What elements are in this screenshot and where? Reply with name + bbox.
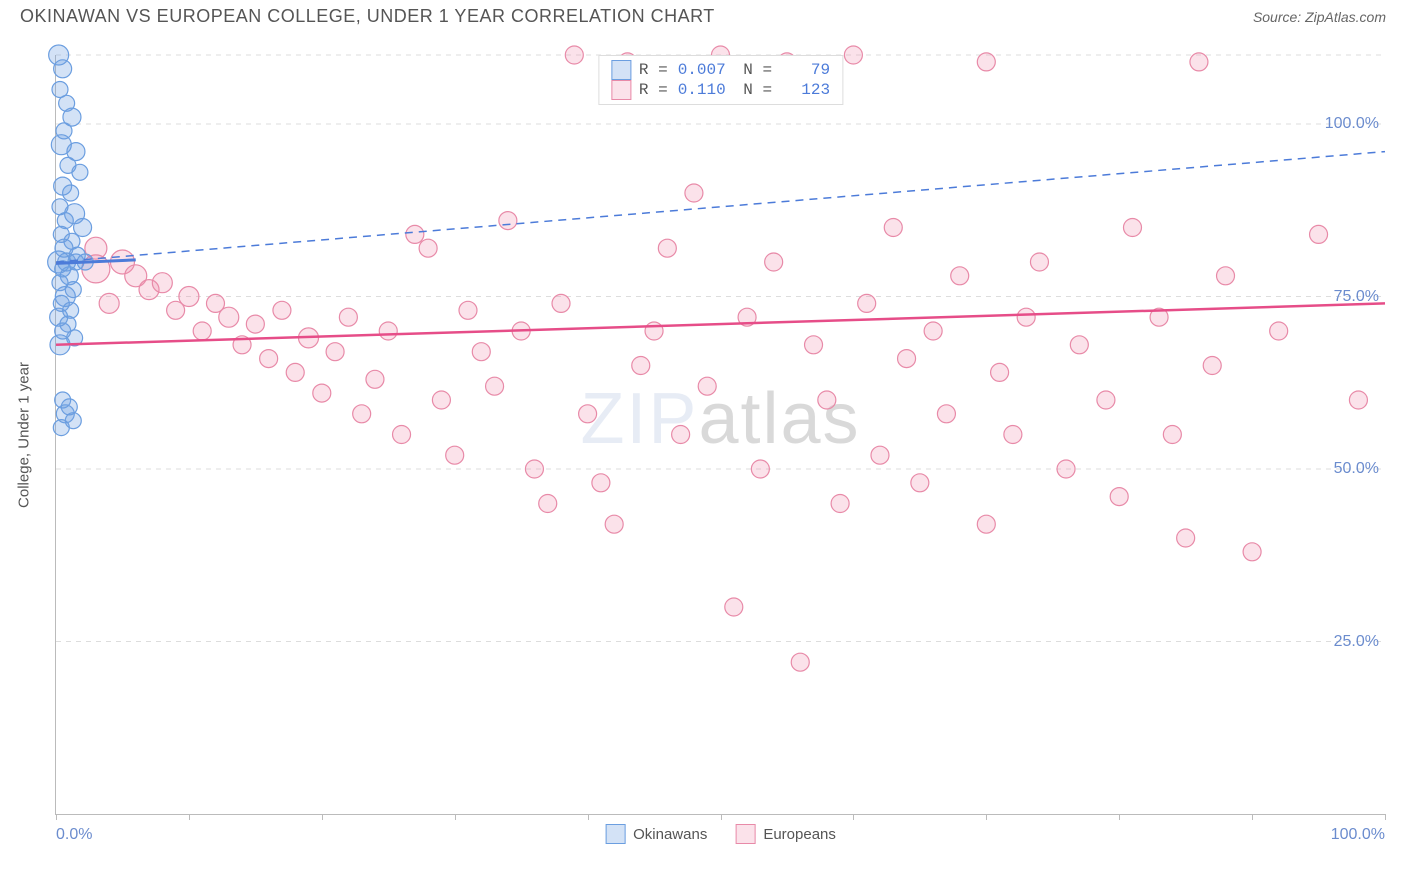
stats-legend: R = 0.007 N = 79 R = 0.110 N = 123 — [598, 55, 843, 105]
y-tick-label: 50.0% — [1334, 460, 1379, 478]
x-tick — [588, 814, 589, 820]
stats-row-europeans: R = 0.110 N = 123 — [611, 80, 830, 100]
n-europeans: 123 — [780, 81, 830, 99]
legend-item-europeans: Europeans — [735, 824, 836, 844]
legend-label-okinawans: Okinawans — [633, 826, 707, 843]
y-axis-title: College, Under 1 year — [16, 362, 33, 508]
x-tick — [721, 814, 722, 820]
y-tick-label: 25.0% — [1334, 633, 1379, 651]
y-tick-label: 75.0% — [1334, 288, 1379, 306]
swatch-okinawans-icon — [611, 60, 631, 80]
x-tick — [1119, 814, 1120, 820]
r-europeans: 0.110 — [676, 81, 726, 99]
x-tick — [455, 814, 456, 820]
series-legend: Okinawans Europeans — [605, 824, 836, 844]
x-tick — [56, 814, 57, 820]
chart-header: OKINAWAN VS EUROPEAN COLLEGE, UNDER 1 YE… — [0, 0, 1406, 27]
legend-item-okinawans: Okinawans — [605, 824, 707, 844]
swatch-okinawans-icon — [605, 824, 625, 844]
scatter-svg — [56, 55, 1385, 814]
x-tick — [322, 814, 323, 820]
x-tick — [853, 814, 854, 820]
x-tick — [189, 814, 190, 820]
swatch-europeans-icon — [735, 824, 755, 844]
x-tick — [986, 814, 987, 820]
plot-area: College, Under 1 year ZIPatlas R = 0.007… — [55, 55, 1385, 815]
x-tick — [1252, 814, 1253, 820]
stats-row-okinawans: R = 0.007 N = 79 — [611, 60, 830, 80]
y-tick-label: 100.0% — [1325, 115, 1379, 133]
chart-title: OKINAWAN VS EUROPEAN COLLEGE, UNDER 1 YE… — [20, 6, 715, 27]
swatch-europeans-icon — [611, 80, 631, 100]
x-tick-label: 0.0% — [56, 826, 92, 844]
x-tick — [1385, 814, 1386, 820]
x-tick-label: 100.0% — [1331, 826, 1385, 844]
legend-label-europeans: Europeans — [763, 826, 836, 843]
chart-source: Source: ZipAtlas.com — [1253, 9, 1386, 25]
r-okinawans: 0.007 — [676, 61, 726, 79]
n-okinawans: 79 — [780, 61, 830, 79]
